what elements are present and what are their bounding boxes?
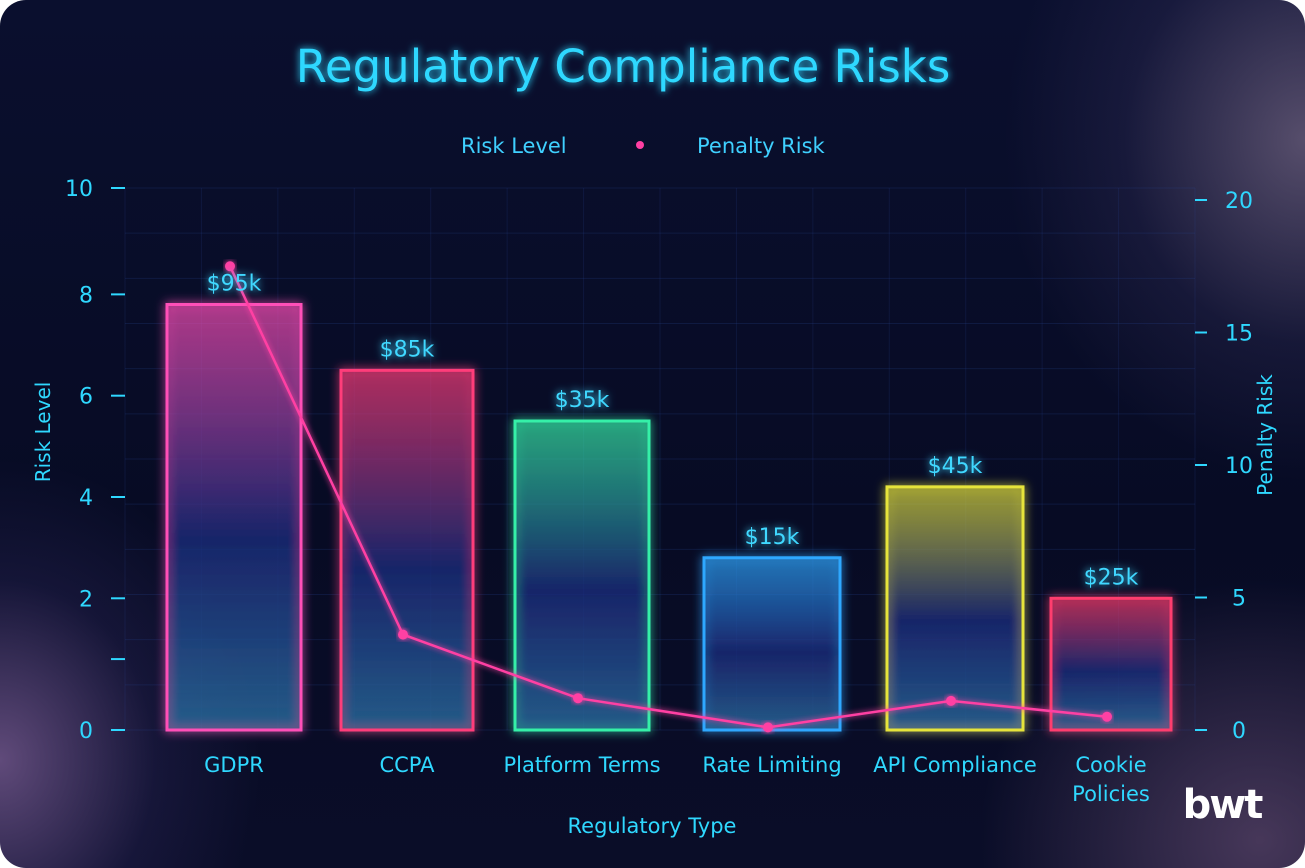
data-label: $15k [745,525,800,550]
axes: 0 2 4 6 8 10 0 5 10 15 20 [65,177,1253,744]
bar-platform-terms [513,419,651,732]
y2-tick-label: 20 [1225,189,1253,214]
y-tick-label: 4 [79,486,93,511]
x-tick-label: GDPR [204,753,264,777]
y-axis-label: Risk Level [31,382,55,483]
y2-axis-label: Penalty Risk [1253,374,1277,496]
data-label: $45k [928,454,983,479]
data-label: $35k [555,388,610,413]
x-tick-label: Policies [1072,782,1150,806]
bwt-logo: bwt [1183,782,1266,828]
y-tick-label: 10 [65,177,93,202]
y-tick-label: 2 [79,587,93,612]
penalty-risk-point [1102,711,1112,722]
bar-api-compliance [885,485,1025,732]
x-axis-label: Regulatory Type [568,814,737,838]
labels: $95k $85k $35k $15k $45k $25k GDPR CCPA Platform… [204,272,1150,806]
penalty-risk-point [573,693,583,704]
bar-rate-limiting [702,556,842,732]
x-tick-label: Cookie [1075,753,1146,777]
legend-risk-level-label: Risk Level [461,134,567,158]
legend: Risk Level Penalty Risk [390,134,826,158]
bar-ccpa [339,368,475,732]
penalty-line [225,261,1112,733]
penalty-risk-point [763,722,773,733]
bar-gdpr [165,303,303,732]
y-tick-label: 6 [79,385,93,410]
y2-tick-label: 10 [1225,454,1253,479]
legend-penalty-risk-marker [636,141,644,149]
bar-cookie-policies [1049,596,1173,732]
data-label: $85k [380,337,435,362]
data-label: $95k [207,272,262,297]
bwt-logo-text: bwt [1183,782,1264,828]
y-tick-label: 8 [79,283,93,308]
bars [165,303,1173,732]
chart-title: Regulatory Compliance Risks [296,40,951,93]
y-tick-label: 0 [79,719,93,744]
legend-penalty-risk-label: Penalty Risk [697,134,826,158]
y2-tick-label: 5 [1232,587,1246,612]
y2-tick-label: 0 [1232,719,1246,744]
penalty-risk-point [398,629,408,640]
data-label: $25k [1084,565,1139,590]
x-tick-label: Platform Terms [503,753,660,777]
x-tick-label: CCPA [379,753,435,777]
penalty-risk-point [946,695,956,706]
y2-tick-label: 15 [1225,322,1253,347]
penalty-risk-line [228,265,1108,729]
penalty-risk-point [225,261,235,272]
x-tick-label: API Compliance [873,753,1037,777]
x-tick-label: Rate Limiting [702,753,841,777]
